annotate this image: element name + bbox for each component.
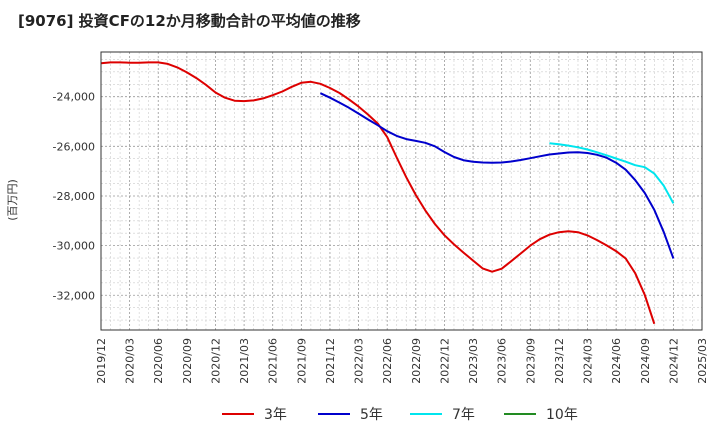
plot-area-background <box>101 52 702 330</box>
series-line-7年 <box>549 142 675 204</box>
x-tick-label: 2021/06 <box>267 338 280 384</box>
x-tick-label: 2022/03 <box>353 338 366 384</box>
x-tick-label: 2020/06 <box>152 338 165 384</box>
x-tick-label: 2023/03 <box>467 338 480 384</box>
x-tick-label: 2023/12 <box>553 338 566 384</box>
x-tick-label: 2022/12 <box>438 338 451 384</box>
x-tick-label: 2020/03 <box>124 338 137 384</box>
x-tick-label: 2021/03 <box>238 338 251 384</box>
chart-title: [9076] 投資CFの12か月移動合計の平均値の推移 <box>18 12 361 30</box>
x-tick-label: 2025/03 <box>696 338 709 384</box>
x-tick-label: 2022/06 <box>381 338 394 384</box>
legend-label: 3年 <box>264 407 287 423</box>
x-tick-label: 2021/12 <box>324 338 337 384</box>
y-tick-label: -24,000 <box>53 91 95 104</box>
x-tick-label: 2024/03 <box>582 338 595 384</box>
grid-lines <box>100 52 703 330</box>
x-tick-label: 2024/06 <box>610 338 623 384</box>
y-tick-label: -32,000 <box>53 289 95 302</box>
x-tick-label: 2019/12 <box>95 338 108 384</box>
y-tick-label: -26,000 <box>53 140 95 153</box>
x-tick-label: 2023/06 <box>496 338 509 384</box>
y-tick-label: -30,000 <box>53 240 95 253</box>
series-line-5年 <box>319 92 675 259</box>
y-tick-label: -28,000 <box>53 190 95 203</box>
series-line-3年 <box>100 61 656 325</box>
y-axis-ticks: -24,000 -26,000 -28,000 -30,000 -32,000 <box>53 91 95 303</box>
legend-label: 5年 <box>360 407 383 423</box>
legend-label: 7年 <box>452 407 475 423</box>
x-tick-label: 2022/09 <box>410 338 423 384</box>
legend: 3年 5年 7年 10年 <box>222 407 578 423</box>
x-tick-label: 2023/09 <box>524 338 537 384</box>
x-tick-label: 2020/12 <box>209 338 222 384</box>
x-tick-label: 2024/09 <box>639 338 652 384</box>
plot-area-border <box>100 51 703 331</box>
x-tick-label: 2021/09 <box>295 338 308 384</box>
x-axis-ticks: 2019/12 2020/03 2020/06 2020/09 2020/12 2021/… <box>95 338 709 384</box>
x-tick-label: 2020/09 <box>181 338 194 384</box>
y-axis-label: (百万円) <box>6 179 19 221</box>
legend-label: 10年 <box>546 407 578 423</box>
series-lines <box>100 61 675 325</box>
x-tick-label: 2024/12 <box>667 338 680 384</box>
